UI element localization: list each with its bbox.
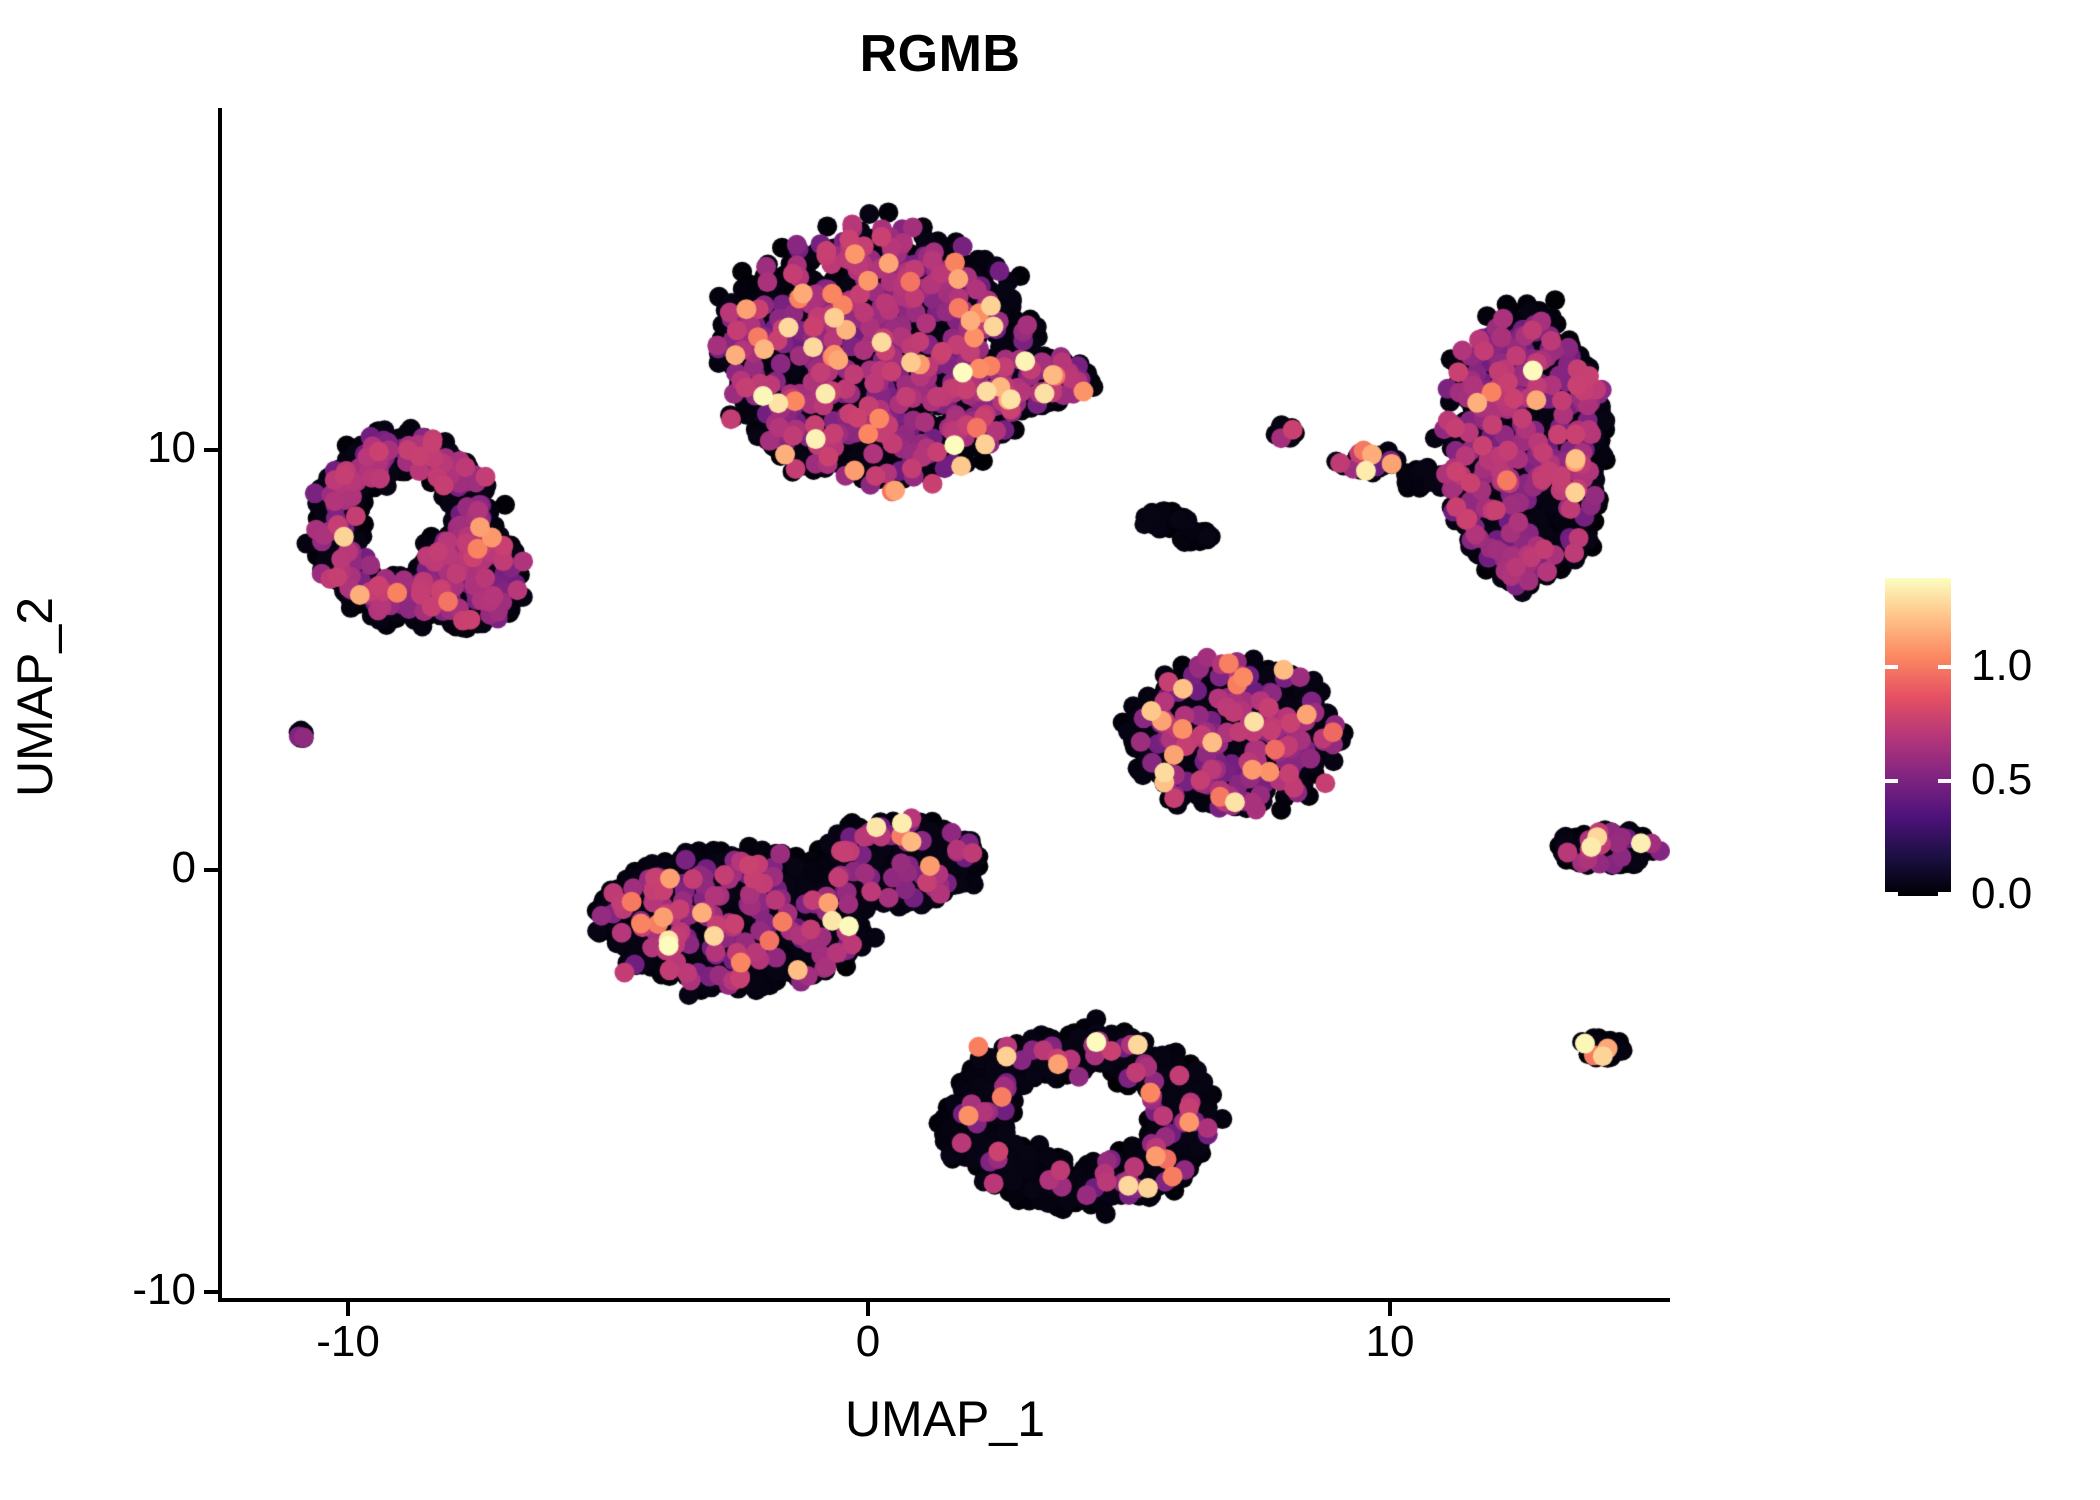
colorbar-label-05: 0.5 (1971, 755, 2033, 804)
x-tick-mark-0 (866, 1302, 870, 1316)
colorbar-gradient (1885, 578, 1951, 896)
colorbar-legend: 1.0 0.5 0.0 (1885, 578, 2085, 916)
y-axis-line (218, 108, 222, 1302)
y-axis-title: UMAP_2 (7, 596, 63, 798)
x-tick-mark-neg10 (346, 1302, 350, 1316)
x-tick-label-0: 0 (855, 1317, 881, 1366)
x-axis-title: UMAP_1 (844, 1391, 1046, 1447)
colorbar-tick-1-left (1885, 665, 1898, 669)
colorbar-tick-05-left (1885, 779, 1898, 783)
colorbar-tick-05-right (1938, 779, 1951, 783)
colorbar-tick-1-right (1938, 665, 1951, 669)
x-tick-label-10: 10 (1365, 1317, 1415, 1366)
colorbar-tick-0-left (1885, 892, 1898, 896)
x-tick-label-neg10: -10 (316, 1317, 380, 1366)
colorbar-label-00: 0.0 (1971, 869, 2033, 918)
page-title: RGMB (859, 25, 1021, 83)
y-tick-label-0: 0 (171, 843, 196, 892)
y-tick-mark-0 (204, 868, 218, 872)
y-tick-label-neg10: -10 (132, 1265, 196, 1314)
x-tick-mark-10 (1388, 1302, 1392, 1316)
y-tick-mark-neg10 (204, 1290, 218, 1294)
colorbar-label-10: 1.0 (1971, 641, 2033, 690)
y-tick-label-10: 10 (147, 423, 196, 472)
scatter-plot-canvas (220, 108, 1670, 1300)
plot-panel (220, 108, 1670, 1300)
y-tick-mark-10 (204, 448, 218, 452)
colorbar-tick-0-right (1938, 892, 1951, 896)
x-axis-line (218, 1298, 1670, 1302)
